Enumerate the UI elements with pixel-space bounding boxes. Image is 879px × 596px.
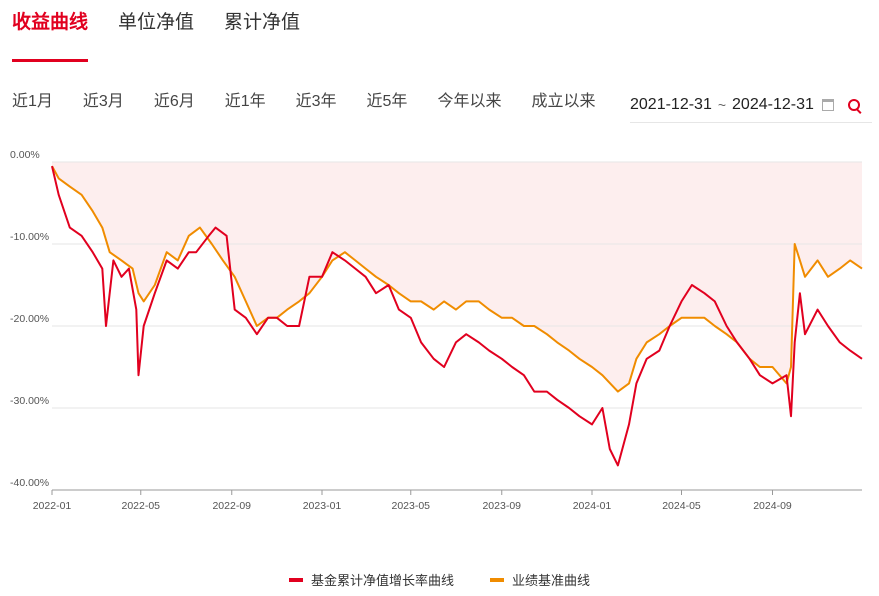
x-tick-label: 2024-09: [753, 500, 792, 512]
return-line-chart: 0.00% -10.00% -20.00% -30.00% -40.00% 2022-01…: [10, 149, 863, 512]
y-tick-label: -20.00%: [10, 313, 49, 325]
x-tick-label: 2024-05: [662, 500, 701, 512]
range-5y[interactable]: 近5年: [366, 93, 408, 110]
legend-label-benchmark: 业绩基准曲线: [512, 573, 591, 588]
range-1m[interactable]: 近1月: [12, 93, 53, 110]
period-selector: 近1月 近3月 近6月 近1年 近3年 近5年 今年以来 成立以来: [12, 91, 625, 113]
y-tick-label: -40.00%: [10, 477, 49, 489]
end-date[interactable]: 2024-12-31: [732, 96, 814, 113]
range-6m[interactable]: 近6月: [153, 93, 195, 110]
x-tick-label: 2024-01: [573, 500, 612, 512]
y-tick-label: 0.00%: [10, 149, 40, 161]
date-range-picker[interactable]: 2021-12-31 ~ 2024-12-31: [630, 88, 872, 123]
legend-label-fund: 基金累计净值增长率曲线: [310, 573, 454, 588]
legend-swatch-fund: [288, 577, 303, 582]
tab-accumulated-nav[interactable]: 累计净值: [224, 12, 301, 33]
legend-swatch-benchmark: [490, 577, 504, 582]
x-tick-label: 2022-09: [212, 500, 251, 512]
date-separator: ~: [717, 97, 727, 113]
series-line-fund: [51, 165, 863, 467]
legend-item-fund[interactable]: 基金累计净值增长率曲线: [288, 570, 454, 589]
tab-bar: 收益曲线 单位净值 累计净值: [12, 8, 330, 63]
search-icon[interactable]: [847, 99, 860, 111]
tab-return-curve[interactable]: 收益曲线: [12, 8, 89, 63]
chart-legend: 基金累计净值增长率曲线 业绩基准曲线: [0, 570, 879, 589]
calendar-icon[interactable]: [821, 99, 834, 111]
y-tick-label: -30.00%: [10, 395, 49, 407]
range-3y[interactable]: 近3年: [295, 93, 337, 110]
start-date[interactable]: 2021-12-31: [630, 96, 712, 113]
drawdown-shading: [52, 162, 862, 392]
range-ytd[interactable]: 今年以来: [437, 93, 502, 110]
y-tick-label: -10.00%: [10, 231, 49, 243]
range-3m[interactable]: 近3月: [82, 93, 124, 110]
legend-item-benchmark[interactable]: 业绩基准曲线: [490, 570, 590, 589]
range-since-inception[interactable]: 成立以来: [531, 93, 596, 110]
x-tick-label: 2022-01: [33, 500, 72, 512]
range-1y[interactable]: 近1年: [224, 93, 266, 110]
tab-unit-nav[interactable]: 单位净值: [118, 12, 195, 33]
x-tick-label: 2022-05: [121, 500, 160, 512]
x-tick-label: 2023-09: [482, 500, 521, 512]
x-tick-label: 2023-05: [391, 500, 430, 512]
x-tick-label: 2023-01: [303, 500, 342, 512]
